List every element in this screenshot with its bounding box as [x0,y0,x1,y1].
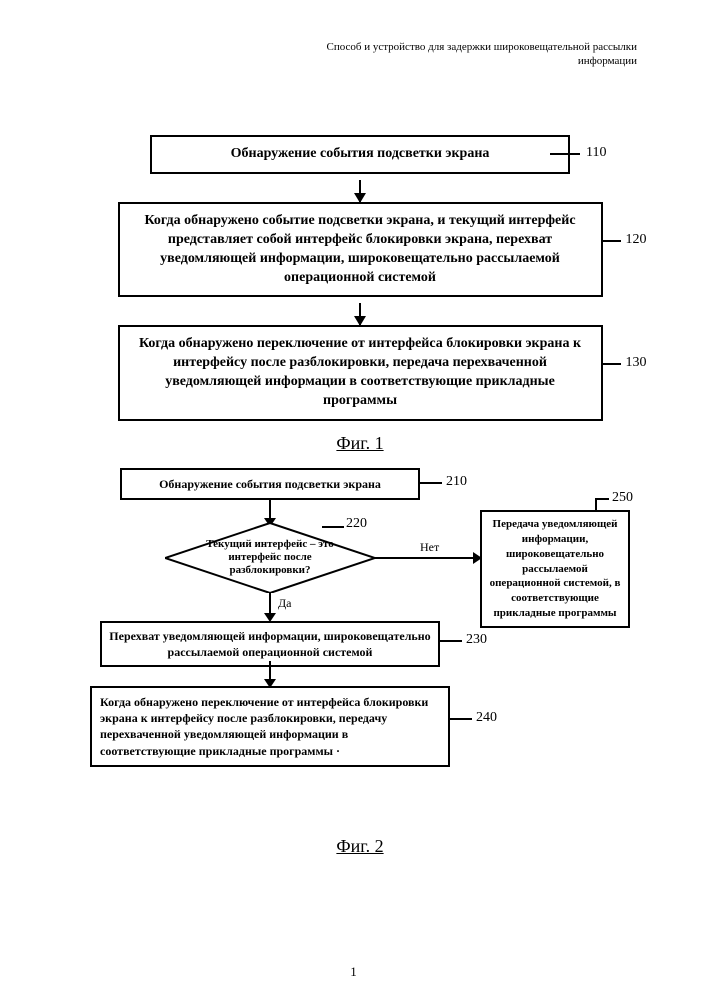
leader-120 [603,240,621,242]
box-120: Когда обнаружено событие подсветки экран… [118,202,603,298]
ref-130: 130 [626,355,647,371]
label-no: Нет [420,540,439,555]
box-250-text: Передача уведомляющей информации, широко… [490,518,621,619]
edge-220-no [375,557,475,559]
decision-220: Текущий интерфейс – это интерфейс после … [165,523,375,593]
fig2-label: Фиг. 2 [90,836,630,857]
page-title: Способ и устройство для задержки широков… [317,40,637,69]
arrow-230-240 [269,661,271,681]
arrow-210-220 [269,498,271,520]
leader-220 [322,526,344,528]
box-110-text: Обнаружение события подсветки экрана [231,146,490,161]
edge-220-yes [269,593,271,615]
arrow-120-130 [359,303,361,325]
ref-210: 210 [446,474,467,490]
ref-230: 230 [466,632,487,648]
box-130-text: Когда обнаружено переключение от интерфе… [139,336,581,408]
leader-250h [595,498,609,500]
leader-130 [603,363,621,365]
box-240: Когда обнаружено переключение от интерфе… [90,686,450,767]
fig1-label: Фиг. 1 [90,433,630,454]
arrow-110-120 [359,180,361,202]
ref-240: 240 [476,710,497,726]
page-number: 1 [350,964,357,980]
decision-220-text: Текущий интерфейс – это интерфейс после … [195,538,345,578]
ref-120: 120 [626,232,647,248]
diagram-container: Обнаружение события подсветки экрана 110… [90,135,630,857]
leader-230 [440,640,462,642]
box-240-text: Когда обнаружено переключение от интерфе… [100,695,428,758]
box-130: Когда обнаружено переключение от интерфе… [118,325,603,421]
ref-220: 220 [346,516,367,532]
leader-240 [450,718,472,720]
leader-110 [550,153,580,155]
ref-250: 250 [612,490,633,506]
box-210: Обнаружение события подсветки экрана [120,468,420,500]
ref-110: 110 [586,145,606,161]
box-120-text: Когда обнаружено событие подсветки экран… [144,213,575,285]
box-110: Обнаружение события подсветки экрана [150,135,570,174]
label-yes: Да [278,596,292,611]
box-250: Передача уведомляющей информации, широко… [480,510,630,628]
leader-210 [420,482,442,484]
box-230-text: Перехват уведомляющей информации, широко… [109,629,430,659]
box-210-text: Обнаружение события подсветки экрана [159,477,381,491]
